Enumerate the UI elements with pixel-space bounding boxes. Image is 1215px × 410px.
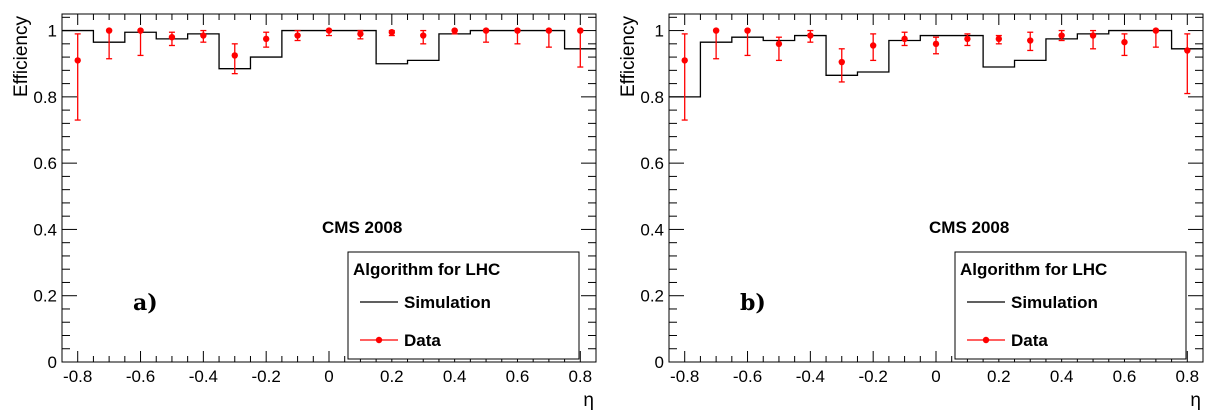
y-tick-label: 1 [655, 22, 664, 41]
data-point [451, 27, 458, 34]
y-tick-label: 0.6 [640, 154, 664, 173]
y-tick-label: 0.2 [640, 287, 664, 306]
data-point [1089, 32, 1097, 39]
chart-svg-a: -0.8 -0.6 -0.4 -0.2 0 0.2 0.4 0.6 0.8 0 0.2 0.4 0.6 0… [11, 13, 597, 410]
data-point [901, 35, 908, 43]
y-axis-title: Efficiency [11, 16, 32, 97]
data-point [420, 32, 427, 39]
data-point [137, 27, 144, 34]
y-tick-label: 0.2 [33, 287, 57, 306]
x-tick-label: -0.6 [733, 367, 762, 386]
x-tick-label: -0.8 [670, 367, 699, 386]
experiment-label: CMS 2008 [322, 218, 402, 237]
x-tick-label: 0 [324, 367, 333, 386]
data-point [964, 35, 971, 43]
legend-data-label: Data [404, 331, 441, 350]
data-point [1184, 47, 1191, 54]
data-point [1027, 37, 1034, 44]
data-point [744, 27, 751, 34]
data-point [681, 57, 688, 64]
x-tick-label: 0.6 [1113, 367, 1137, 386]
data-point [294, 32, 301, 39]
y-tick-label: 0.8 [640, 88, 664, 107]
legend-data-swatch-marker [982, 336, 990, 344]
x-tick-label: 0.8 [568, 367, 592, 386]
chart-panel-a: -0.8 -0.6 -0.4 -0.2 0 0.2 0.4 0.6 0.8 0 0.2 0.4 0.6 0… [0, 0, 607, 410]
data-point [1121, 38, 1128, 46]
panel-label: b) [740, 290, 766, 316]
data-point [577, 27, 584, 34]
legend-box [347, 251, 580, 360]
y-tick-label: 0.4 [640, 220, 664, 239]
data-point [262, 35, 270, 43]
data-point [1058, 32, 1065, 39]
x-tick-label: 0.2 [380, 367, 404, 386]
data-point [932, 40, 940, 48]
data-point [74, 57, 81, 64]
data-point [995, 35, 1003, 43]
legend-box [954, 251, 1187, 360]
y-tick-label: 1 [48, 22, 57, 41]
simulation-step-line [62, 29, 596, 70]
x-tick-label: -0.2 [252, 367, 281, 386]
data-point [388, 29, 396, 36]
legend-simulation-label: Simulation [1011, 293, 1098, 312]
data-point [869, 42, 877, 49]
data-point [105, 27, 113, 34]
x-axis-title: η [1190, 390, 1201, 410]
x-tick-label: -0.4 [796, 367, 825, 386]
x-tick-label: 0.4 [1050, 367, 1074, 386]
y-tick-label: 0 [655, 353, 664, 372]
y-axis-title: Efficiency [618, 16, 639, 97]
data-point [514, 27, 521, 34]
x-tick-label: 0.6 [506, 367, 530, 386]
y-tick-label: 0 [48, 353, 57, 372]
data-point [231, 52, 238, 59]
data-point [838, 58, 845, 66]
legend-title: Algorithm for LHC [353, 260, 500, 279]
data-point [200, 32, 207, 39]
data-point [775, 40, 783, 48]
data-point [168, 34, 176, 41]
simulation-step-line [669, 29, 1203, 98]
y-tick-label: 0.4 [33, 220, 57, 239]
legend-title: Algorithm for LHC [960, 260, 1107, 279]
experiment-label: CMS 2008 [929, 218, 1009, 237]
chart-panel-b: -0.8 -0.6 -0.4 -0.2 0 0.2 0.4 0.6 0.8 0 0.2 0.4 0.6 0… [607, 0, 1214, 410]
x-tick-label: 0.4 [443, 367, 467, 386]
x-tick-label: 0 [931, 367, 940, 386]
data-point [482, 27, 490, 34]
legend-data-label: Data [1011, 331, 1048, 350]
x-axis-title: η [583, 390, 594, 410]
chart-svg-b: -0.8 -0.6 -0.4 -0.2 0 0.2 0.4 0.6 0.8 0 0.2 0.4 0.6 0… [618, 13, 1204, 410]
y-tick-label: 0.8 [33, 88, 57, 107]
legend-data-swatch-marker [375, 336, 383, 344]
data-point [357, 30, 364, 38]
data-point [325, 27, 333, 34]
x-tick-label: -0.8 [63, 367, 92, 386]
legend-simulation-label: Simulation [404, 293, 491, 312]
data-point [545, 27, 553, 34]
x-tick-label: -0.4 [189, 367, 218, 386]
data-point [1152, 27, 1160, 34]
x-tick-label: -0.6 [126, 367, 155, 386]
data-point [807, 32, 814, 39]
x-tick-label: -0.2 [859, 367, 888, 386]
x-tick-label: 0.8 [1175, 367, 1199, 386]
data-point [712, 27, 720, 34]
panel-label: a) [133, 290, 158, 316]
y-tick-label: 0.6 [33, 154, 57, 173]
x-tick-label: 0.2 [987, 367, 1011, 386]
